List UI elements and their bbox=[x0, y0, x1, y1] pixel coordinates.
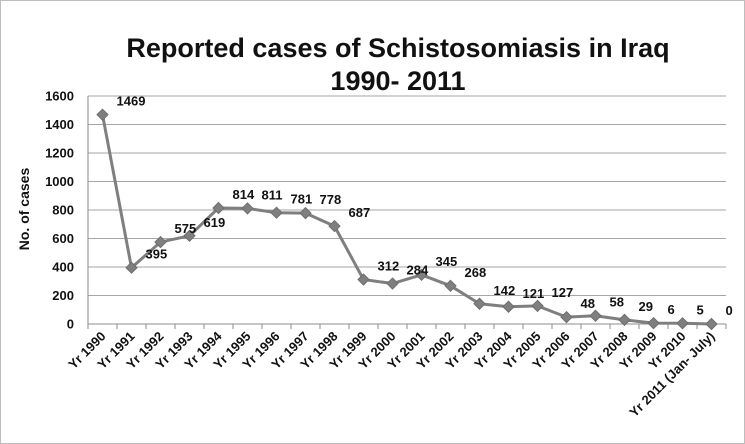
data-point-marker bbox=[502, 300, 515, 313]
data-label: 5 bbox=[697, 302, 704, 317]
data-point-marker bbox=[183, 229, 196, 242]
data-labels: 1469 395 575 619 814 811 781 778 687 312 284 345 268… bbox=[117, 94, 733, 318]
data-point-marker bbox=[618, 313, 631, 327]
data-label: 127 bbox=[552, 285, 574, 300]
data-point-marker bbox=[676, 317, 689, 330]
data-label: 268 bbox=[465, 265, 487, 280]
data-label: 29 bbox=[639, 299, 653, 314]
y-axis-label: No. of cases bbox=[16, 168, 32, 251]
y-tick-label: 800 bbox=[52, 203, 74, 218]
data-point-marker bbox=[125, 261, 138, 274]
data-point-marker bbox=[589, 309, 602, 322]
y-tick-label: 200 bbox=[52, 288, 74, 303]
chart-title-line-2: 1990- 2011 bbox=[330, 66, 465, 96]
data-point-marker bbox=[299, 206, 312, 220]
data-point-marker bbox=[473, 297, 486, 310]
y-tick-label: 600 bbox=[52, 231, 74, 246]
data-point-marker bbox=[96, 108, 109, 121]
data-label: 395 bbox=[146, 247, 168, 262]
data-point-marker bbox=[415, 268, 428, 282]
axes bbox=[87, 96, 727, 329]
data-point-marker bbox=[212, 201, 225, 215]
data-point-marker bbox=[647, 316, 660, 330]
data-point-marker bbox=[154, 235, 167, 249]
data-label: 687 bbox=[349, 205, 371, 220]
y-tick-label: 1200 bbox=[45, 146, 74, 161]
data-label: 6 bbox=[668, 302, 675, 317]
data-point-marker bbox=[386, 277, 399, 290]
data-label: 48 bbox=[581, 296, 595, 311]
data-point-marker bbox=[531, 299, 544, 313]
y-tick-labels: 0 200 400 600 800 1000 1200 1400 1600 bbox=[45, 89, 74, 332]
data-label: 121 bbox=[523, 286, 545, 301]
data-label: 619 bbox=[204, 215, 226, 230]
data-point-marker bbox=[705, 317, 718, 331]
data-point-marker bbox=[560, 310, 573, 324]
data-point-marker bbox=[328, 219, 341, 233]
y-tick-label: 1000 bbox=[45, 174, 74, 189]
data-label: 142 bbox=[494, 283, 516, 298]
series-line bbox=[101, 114, 712, 326]
data-markers bbox=[96, 108, 718, 331]
data-label: 781 bbox=[291, 192, 313, 207]
gridlines bbox=[88, 95, 726, 296]
y-tick-label: 1600 bbox=[45, 89, 74, 104]
data-point-marker bbox=[357, 273, 370, 286]
data-label: 0 bbox=[726, 303, 733, 318]
data-label: 312 bbox=[378, 259, 400, 274]
data-point-marker bbox=[241, 202, 254, 215]
data-point-marker bbox=[444, 279, 457, 293]
data-label: 811 bbox=[262, 187, 283, 202]
data-label: 345 bbox=[436, 254, 458, 269]
y-tick-label: 0 bbox=[67, 317, 74, 332]
chart-title-line-1: Reported cases of Schistosomiasis in Ira… bbox=[126, 33, 669, 63]
data-label: 284 bbox=[407, 263, 429, 278]
data-label: 778 bbox=[320, 192, 342, 207]
data-label: 814 bbox=[233, 187, 255, 202]
y-tick-label: 400 bbox=[52, 260, 74, 275]
data-label: 58 bbox=[610, 295, 624, 310]
data-label: 575 bbox=[175, 221, 197, 236]
data-label: 1469 bbox=[117, 94, 146, 109]
series-polyline bbox=[101, 114, 712, 326]
y-tick-label: 1400 bbox=[45, 117, 74, 132]
data-point-marker bbox=[270, 206, 283, 219]
